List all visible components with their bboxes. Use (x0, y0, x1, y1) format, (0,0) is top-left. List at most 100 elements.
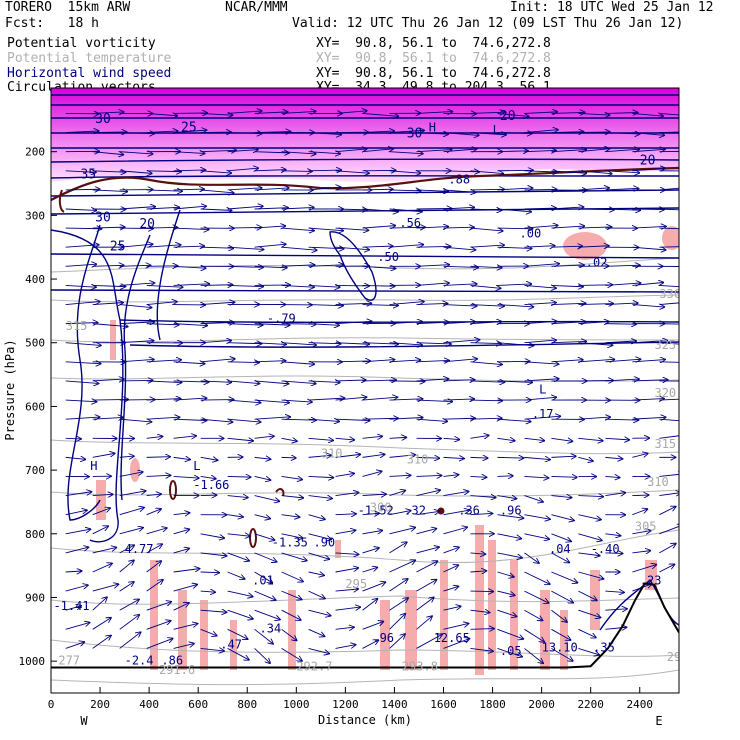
vector-arrow (173, 228, 209, 229)
vector-arrow (362, 530, 383, 533)
vector-arrow (173, 398, 207, 400)
vector-arrow (659, 284, 679, 288)
pv-extremum-label: .36 (458, 504, 480, 518)
vector-arrow (389, 511, 411, 516)
vector-arrow (632, 417, 665, 419)
vector-arrow (92, 547, 117, 554)
vector-arrow (200, 302, 235, 304)
vector-arrow (497, 571, 513, 577)
vector-arrow (659, 398, 679, 401)
theta-labels: 330 325 320 315 310 310 305 310 300 295 291.6 292.7… (58, 287, 679, 677)
vector-arrow (443, 565, 459, 573)
vector-arrow (578, 457, 592, 461)
vector-arrow (173, 324, 207, 326)
vector-arrow (551, 285, 582, 286)
pv-extremum-label: -.40 (591, 542, 620, 556)
vector-arrow (146, 494, 161, 496)
vector-arrow (92, 132, 127, 133)
vector-arrow (173, 381, 209, 382)
vector-arrow (389, 399, 423, 400)
vector-arrow (389, 455, 416, 458)
vector-arrow (308, 398, 345, 400)
vector-arrow (227, 150, 258, 152)
vector-arrow (416, 616, 432, 630)
vector-arrow (470, 189, 504, 190)
theta-label: 310 (321, 446, 343, 460)
x-axis: 0 200 400 600 800 1000 1200 1400 1600 1800 2000 220… (48, 687, 653, 711)
vector-arrow (416, 547, 439, 554)
vector-arrow (200, 322, 234, 323)
pv-extremum-label: -1.52 (358, 504, 394, 518)
vector-arrow (470, 513, 492, 514)
vector-arrow (497, 343, 533, 346)
vector-arrow (254, 417, 290, 419)
vector-arrow (416, 580, 437, 592)
vector-arrow (416, 457, 440, 458)
vector-arrow (632, 113, 662, 116)
init-time: Init: 18 UTC Wed 25 Jan 12 (510, 0, 714, 15)
vector-arrow (281, 207, 314, 209)
pv-extremum-label: .47 (220, 637, 242, 651)
vector-arrow (497, 284, 531, 286)
vector-arrow (65, 606, 81, 611)
vector-arrow (119, 341, 154, 343)
vector-arrow (92, 526, 108, 535)
vector-arrow (389, 302, 424, 305)
vector-arrow (659, 227, 679, 230)
vector-arrow (389, 417, 423, 419)
vector-arrow (416, 343, 451, 344)
vector-arrow (173, 130, 207, 132)
pv-extremum-label: 4.77 (125, 542, 154, 556)
legend-pv-xy: XY= 90.8, 56.1 to 74.6,272.8 (316, 36, 551, 51)
vector-arrow (335, 530, 356, 535)
vector-arrow (200, 340, 231, 342)
vector-arrow (200, 400, 234, 401)
vector-arrow (659, 435, 679, 439)
vector-arrow (227, 247, 264, 249)
vector-arrow (524, 590, 548, 603)
vector-arrow (362, 548, 379, 554)
vector-arrow (65, 529, 91, 535)
vector-arrow (200, 113, 233, 115)
vector-arrow (92, 152, 124, 155)
vector-arrow (308, 187, 341, 190)
vector-arrow (605, 133, 639, 134)
vector-arrow (200, 591, 215, 592)
vector-arrow (362, 246, 393, 247)
vector-arrow (632, 282, 663, 285)
vector-arrow (497, 514, 523, 518)
vector-arrow (659, 246, 679, 248)
vector-arrow (551, 628, 570, 640)
vector-arrow (551, 438, 572, 441)
vector-arrow (281, 246, 317, 250)
vector-arrow (416, 379, 449, 381)
vector-arrow (281, 111, 316, 113)
vector-arrow (92, 190, 128, 192)
vector-arrow (335, 645, 356, 649)
vector-arrow (227, 400, 261, 403)
vector-arrow (146, 190, 182, 191)
vector-arrow (524, 476, 548, 477)
vector-arrow (389, 322, 422, 324)
theta-label: 325 (654, 338, 676, 352)
vector-arrow (443, 547, 459, 554)
pv-extremum-label: 13.10 (542, 641, 578, 655)
vector-arrow (659, 323, 679, 325)
vector-arrow (200, 419, 233, 422)
vector-arrow (254, 244, 286, 247)
vector-arrow (362, 582, 386, 592)
vector-arrow (578, 188, 609, 190)
vector-arrow (389, 542, 407, 554)
vector-arrow (200, 533, 224, 538)
vector-arrow (632, 341, 667, 343)
vector-arrow (497, 113, 528, 116)
vector-arrow (254, 132, 291, 133)
vector-arrow (605, 149, 639, 151)
vector-arrow (362, 360, 395, 362)
vector-arrow (524, 362, 558, 364)
vector-arrow (389, 190, 421, 191)
vector-arrow (119, 528, 143, 535)
vector-arrow (254, 324, 290, 325)
vector-arrow (416, 322, 449, 323)
vector-arrow (551, 207, 583, 209)
